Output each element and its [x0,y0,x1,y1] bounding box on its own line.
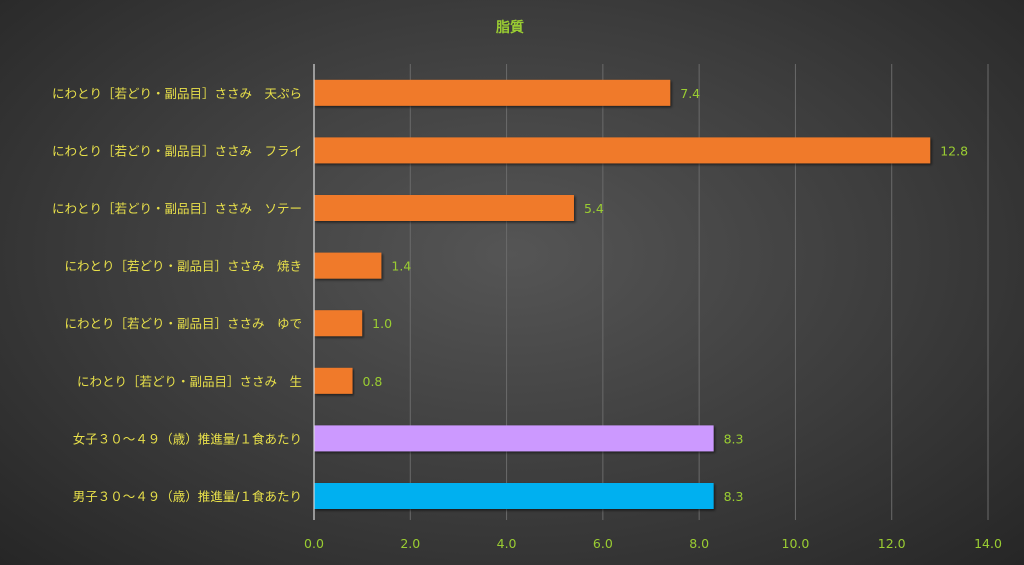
category-label: にわとり［若どり・副品目］ささみ ゆで [64,316,302,331]
bar [314,195,574,221]
bar [314,367,353,394]
x-tick-label: 4.0 [497,536,517,551]
x-tick-label: 6.0 [593,536,613,551]
category-label: にわとり［若どり・副品目］ささみ 焼き [64,259,302,274]
data-label: 1.4 [391,259,411,274]
x-axis-ticks: 0.0 2.0 4.0 6.0 8.0 10.0 12.0 14.0 [304,536,1002,551]
gridlines [409,64,989,520]
category-label: にわとり［若どり・副品目］ささみ ソテー [52,201,302,216]
data-label: 8.3 [724,489,744,504]
bar [314,483,714,509]
data-label: 1.0 [372,316,392,331]
bar [314,425,714,452]
bar [314,252,382,279]
x-tick-label: 8.0 [689,536,709,551]
bar [314,79,671,106]
x-tick-label: 2.0 [400,536,420,551]
chart-title: 脂質 [495,19,524,36]
data-label: 8.3 [724,431,744,446]
bar [314,310,363,337]
data-label: 0.8 [363,374,383,389]
x-tick-label: 12.0 [878,536,906,551]
bar [314,137,931,164]
data-label: 5.4 [584,201,604,216]
x-tick-label: 10.0 [782,536,810,551]
value-labels: 7.4 12.8 5.4 1.4 1.0 0.8 8.3 8.3 [363,86,969,504]
bars [314,79,931,509]
x-tick-label: 0.0 [304,536,324,551]
category-label: にわとり［若どり・副品目］ささみ 天ぷら [52,86,302,101]
category-label: にわとり［若どり・副品目］ささみ フライ [52,143,302,158]
data-label: 12.8 [940,143,968,158]
x-tick-label: 14.0 [974,536,1002,551]
data-label: 7.4 [680,86,700,101]
category-label: にわとり［若どり・副品目］ささみ 生 [77,374,302,389]
category-label: 男子３０～４９（歳）推進量/１食あたり [73,489,302,504]
category-label: 女子３０～４９（歳）推進量/１食あたり [73,431,302,446]
